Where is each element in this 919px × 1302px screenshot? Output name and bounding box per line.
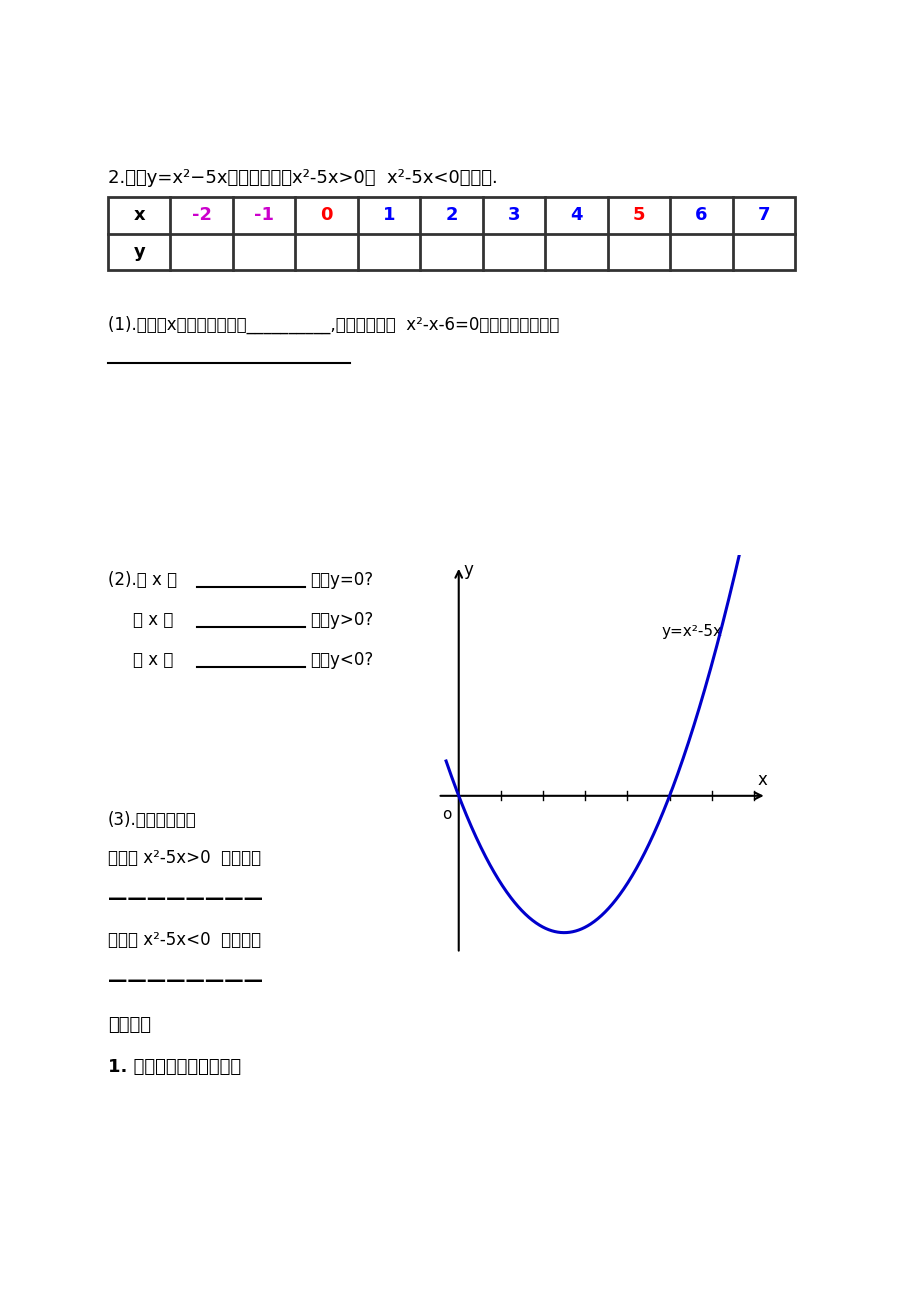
Text: 6: 6 xyxy=(695,206,707,224)
Text: y: y xyxy=(133,242,145,260)
Text: 当 x 取: 当 x 取 xyxy=(133,651,173,669)
Text: 时，y<0?: 时，y<0? xyxy=(310,651,373,669)
Text: 4: 4 xyxy=(570,206,582,224)
Bar xyxy=(108,197,794,270)
Text: 1: 1 xyxy=(382,206,395,224)
Text: (3).观察图象写出: (3).观察图象写出 xyxy=(108,811,197,829)
Text: 当 x 取: 当 x 取 xyxy=(133,611,173,629)
Text: 3: 3 xyxy=(507,206,519,224)
Text: 5: 5 xyxy=(632,206,644,224)
Text: 7: 7 xyxy=(756,206,769,224)
Text: 不等式 x²-5x<0  的解集为: 不等式 x²-5x<0 的解集为 xyxy=(108,931,261,949)
Text: ————————: ———————— xyxy=(108,888,263,907)
Text: o: o xyxy=(441,807,450,822)
Text: 2.观察y=x²−5x的图象，写出x²-5x>0，  x²-5x<0的解集.: 2.观察y=x²−5x的图象，写出x²-5x>0， x²-5x<0的解集. xyxy=(108,169,497,187)
Text: 2: 2 xyxy=(445,206,458,224)
Text: 不等式 x²-5x>0  的解集为: 不等式 x²-5x>0 的解集为 xyxy=(108,849,261,867)
Text: 时，y=0?: 时，y=0? xyxy=(310,572,373,589)
Text: y=x²-5x: y=x²-5x xyxy=(661,624,721,639)
Text: x: x xyxy=(756,771,766,789)
Text: (2).当 x 取: (2).当 x 取 xyxy=(108,572,177,589)
Text: (1).图象与x轴交点的坐标为__________,该坐标与方程  x²-x-6=0的解有什么关系：: (1).图象与x轴交点的坐标为__________,该坐标与方程 x²-x-6=… xyxy=(108,316,559,335)
Text: 讲授新课: 讲授新课 xyxy=(108,1016,151,1034)
Text: -1: -1 xyxy=(254,206,274,224)
Text: 0: 0 xyxy=(320,206,333,224)
Text: y: y xyxy=(463,561,473,579)
Text: 1. 一元二次不等式的定义: 1. 一元二次不等式的定义 xyxy=(108,1059,241,1075)
Text: 时，y>0?: 时，y>0? xyxy=(310,611,373,629)
Text: x: x xyxy=(133,206,145,224)
Text: ————————: ———————— xyxy=(108,970,263,990)
Text: -2: -2 xyxy=(191,206,211,224)
